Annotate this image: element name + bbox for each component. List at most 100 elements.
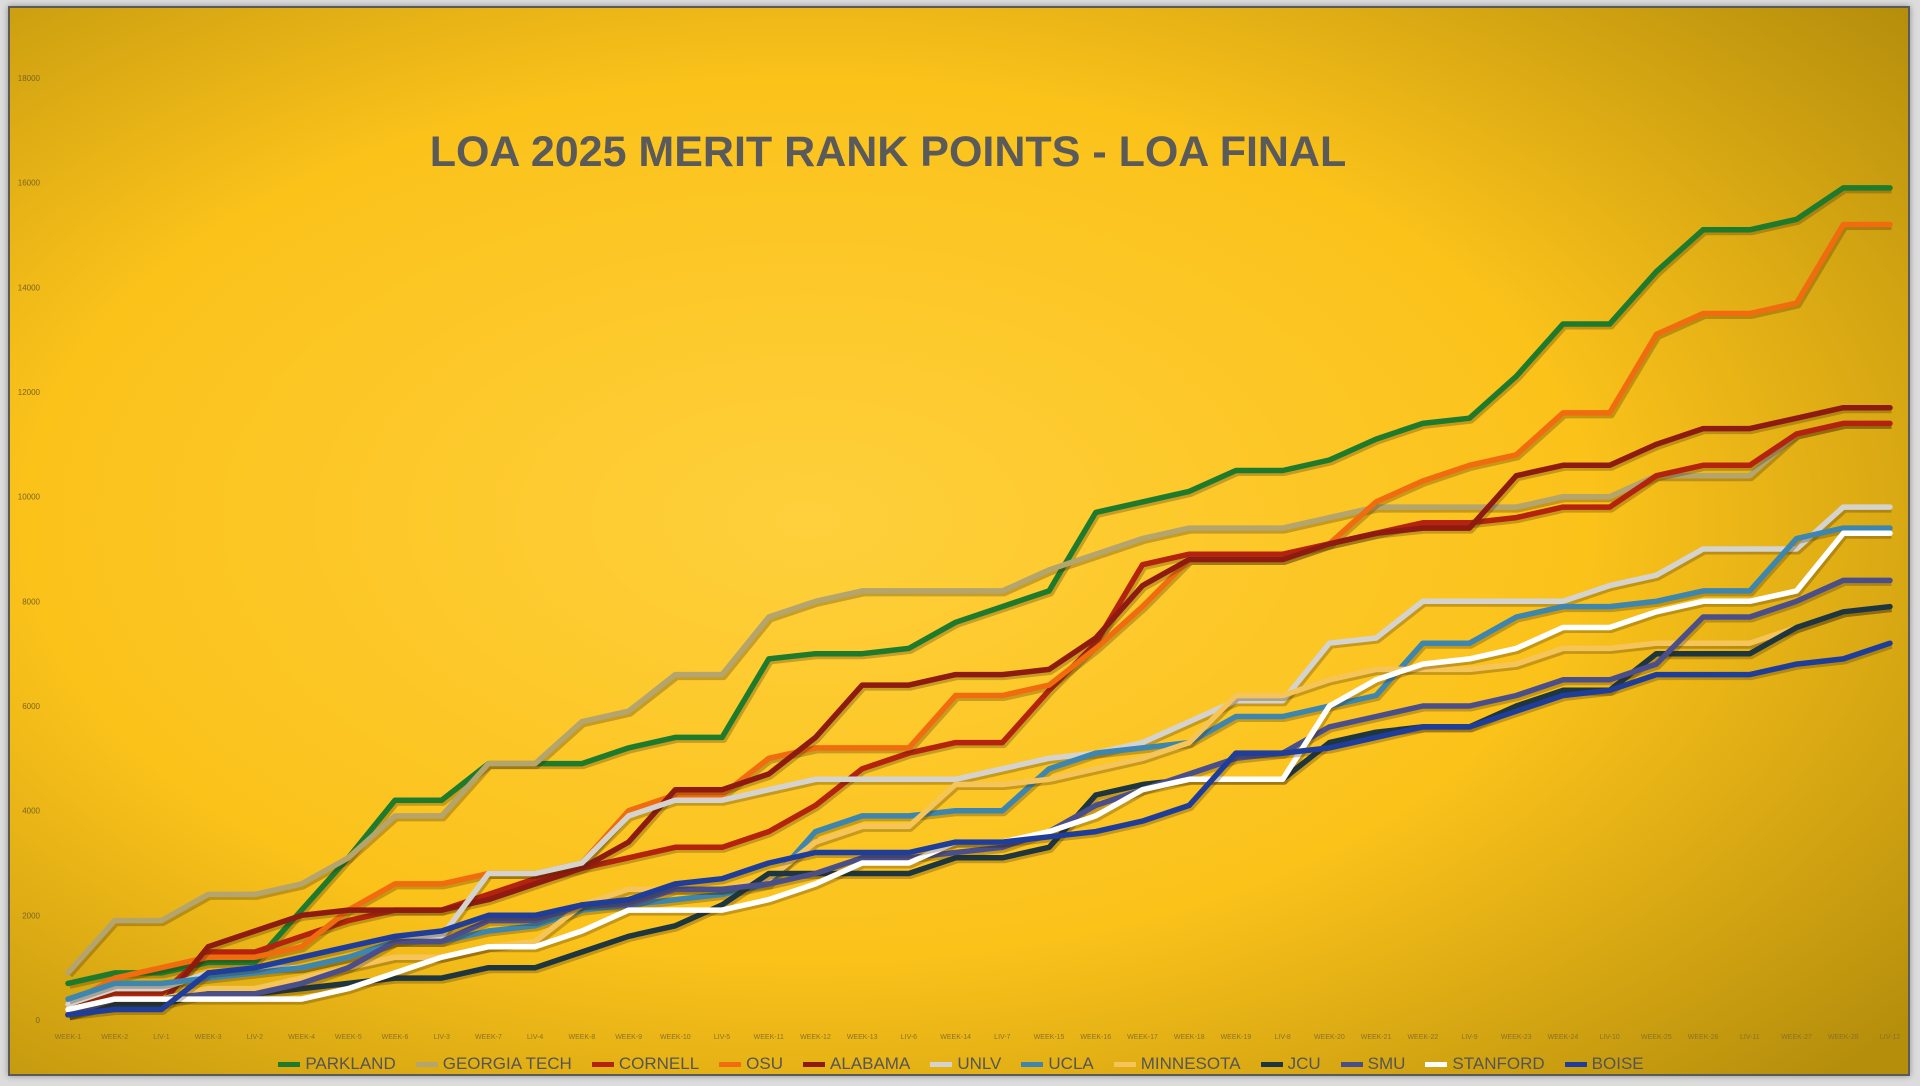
legend-swatch	[1564, 1061, 1587, 1067]
chart-legend: PARKLAND GEORGIA TECH CORNELL OSU ALABAMA UNL…	[10, 1054, 1912, 1074]
legend-label: ALABAMA	[830, 1054, 911, 1073]
legend-swatch	[591, 1061, 614, 1067]
series-line-ucla	[65, 525, 1893, 1002]
legend-swatch	[1340, 1061, 1363, 1067]
x-tick-label: LIV-8	[1274, 1034, 1290, 1041]
legend-item: OSU	[719, 1054, 783, 1074]
x-tick-label: LIV-1	[153, 1034, 169, 1041]
x-tick-label: WEEK-18	[1174, 1034, 1205, 1041]
x-tick-label: LIV-6	[901, 1034, 917, 1041]
x-tick-label: LIV-2	[247, 1034, 263, 1041]
legend-swatch	[930, 1061, 953, 1067]
legend-item: STANFORD	[1425, 1054, 1545, 1074]
legend-swatch	[1113, 1061, 1136, 1067]
x-tick-label: WEEK-27	[1781, 1034, 1812, 1041]
x-tick-label: LIV-5	[714, 1034, 730, 1041]
x-tick-label: LIV-3	[434, 1034, 450, 1041]
legend-item: JCU	[1260, 1054, 1321, 1074]
y-tick-label: 2000	[22, 911, 40, 920]
chart-background	[10, 8, 1908, 1074]
y-tick-label: 16000	[18, 179, 41, 188]
x-tick-label: WEEK-25	[1641, 1034, 1672, 1041]
x-tick-label: WEEK-17	[1127, 1034, 1158, 1041]
legend-label: BOISE	[1591, 1054, 1644, 1073]
x-tick-label: WEEK-8	[568, 1034, 595, 1041]
series-line-osu	[65, 221, 1893, 1008]
y-tick-label: 4000	[22, 807, 40, 816]
chart-title: LOA 2025 MERIT RANK POINTS - LOA FINAL	[430, 128, 1347, 176]
x-tick-label: LIV-7	[994, 1034, 1010, 1041]
legend-item: UCLA	[1021, 1054, 1094, 1074]
series-lines	[65, 185, 1893, 1021]
x-tick-label: WEEK-12	[800, 1034, 831, 1041]
y-tick-label: 8000	[22, 597, 40, 606]
x-tick-label: WEEK-19	[1221, 1034, 1252, 1041]
legend-swatch	[415, 1061, 438, 1067]
series-line-boise	[65, 640, 1893, 1018]
x-tick-label: LIV-9	[1461, 1034, 1477, 1041]
x-tick-label: WEEK-11	[754, 1034, 784, 1041]
x-tick-label: WEEK-22	[1407, 1034, 1438, 1041]
x-tick-label: WEEK-3	[195, 1034, 222, 1041]
x-tick-label: WEEK-4	[288, 1034, 315, 1041]
x-tick-label: WEEK-24	[1548, 1034, 1579, 1041]
x-tick-label: WEEK-13	[847, 1034, 878, 1041]
x-tick-label: WEEK-21	[1361, 1034, 1392, 1041]
legend-item: BOISE	[1564, 1054, 1644, 1074]
x-axis: WEEK-1 WEEK-2 LIV-1 WEEK-3 LIV-2 WEEK-4 WEEK-5…	[55, 1034, 1901, 1041]
legend-label: OSU	[746, 1054, 783, 1073]
x-tick-label: LIV-4	[527, 1034, 543, 1041]
series-line-parkland	[65, 185, 1893, 987]
legend-label: CORNELL	[618, 1054, 700, 1073]
legend-swatch	[803, 1061, 825, 1067]
x-tick-label: LIV-11	[1740, 1034, 1760, 1041]
x-tick-label: WEEK-1	[55, 1034, 82, 1041]
x-tick-label: WEEK-9	[615, 1034, 642, 1041]
legend-label: UNLV	[957, 1054, 1002, 1073]
legend-swatch	[1260, 1061, 1283, 1067]
legend-swatch	[1425, 1061, 1448, 1067]
series-line-cornell	[65, 420, 1893, 1013]
x-tick-label: WEEK-10	[660, 1034, 691, 1041]
legend-label: GEORGIA TECH	[442, 1054, 572, 1073]
series-line-georgia-tech	[65, 420, 1893, 976]
legend-item: PARKLAND	[278, 1054, 396, 1074]
x-tick-label: WEEK-28	[1828, 1034, 1859, 1041]
legend-label: UCLA	[1048, 1054, 1094, 1073]
y-tick-label: 12000	[18, 388, 41, 397]
chart-frame: 0 2000 4000 6000 8000 10000 12000 14000 16000 180…	[8, 6, 1910, 1076]
legend-item: MINNESOTA	[1113, 1054, 1241, 1074]
legend-item: CORNELL	[591, 1054, 700, 1074]
y-tick-label: 10000	[18, 493, 41, 502]
series-line-minnesota	[65, 603, 1893, 1013]
legend-label: JCU	[1287, 1054, 1321, 1073]
x-tick-label: WEEK-15	[1034, 1034, 1065, 1041]
series-line-alabama	[65, 404, 1893, 1018]
legend-item: GEORGIA TECH	[415, 1054, 572, 1074]
y-tick-label: 0	[36, 1016, 41, 1025]
legend-swatch	[1021, 1061, 1044, 1067]
x-tick-label: WEEK-20	[1314, 1034, 1345, 1041]
x-tick-label: WEEK-16	[1080, 1034, 1111, 1041]
legend-swatch	[719, 1061, 742, 1067]
x-tick-label: LIV-10	[1600, 1034, 1620, 1041]
legend-item: ALABAMA	[803, 1054, 910, 1074]
x-tick-label: WEEK-2	[101, 1034, 128, 1041]
legend-item: SMU	[1340, 1054, 1406, 1074]
x-tick-label: WEEK-6	[382, 1034, 409, 1041]
legend-label: MINNESOTA	[1140, 1054, 1241, 1073]
x-tick-label: WEEK-26	[1688, 1034, 1719, 1041]
y-axis: 0 2000 4000 6000 8000 10000 12000 14000 16000 180…	[18, 74, 41, 1025]
y-tick-label: 6000	[22, 702, 40, 711]
x-tick-label: WEEK-7	[475, 1034, 502, 1041]
legend-item: UNLV	[930, 1054, 1001, 1074]
y-tick-label: 18000	[18, 74, 41, 83]
line-chart: 0 2000 4000 6000 8000 10000 12000 14000 16000 180…	[10, 8, 1908, 1074]
legend-label: SMU	[1367, 1054, 1406, 1073]
x-tick-label: WEEK-14	[940, 1034, 971, 1041]
x-tick-label: WEEK-23	[1501, 1034, 1532, 1041]
legend-label: PARKLAND	[305, 1054, 396, 1073]
x-tick-label: WEEK-5	[335, 1034, 362, 1041]
legend-swatch	[278, 1061, 301, 1067]
y-tick-label: 14000	[18, 283, 41, 292]
